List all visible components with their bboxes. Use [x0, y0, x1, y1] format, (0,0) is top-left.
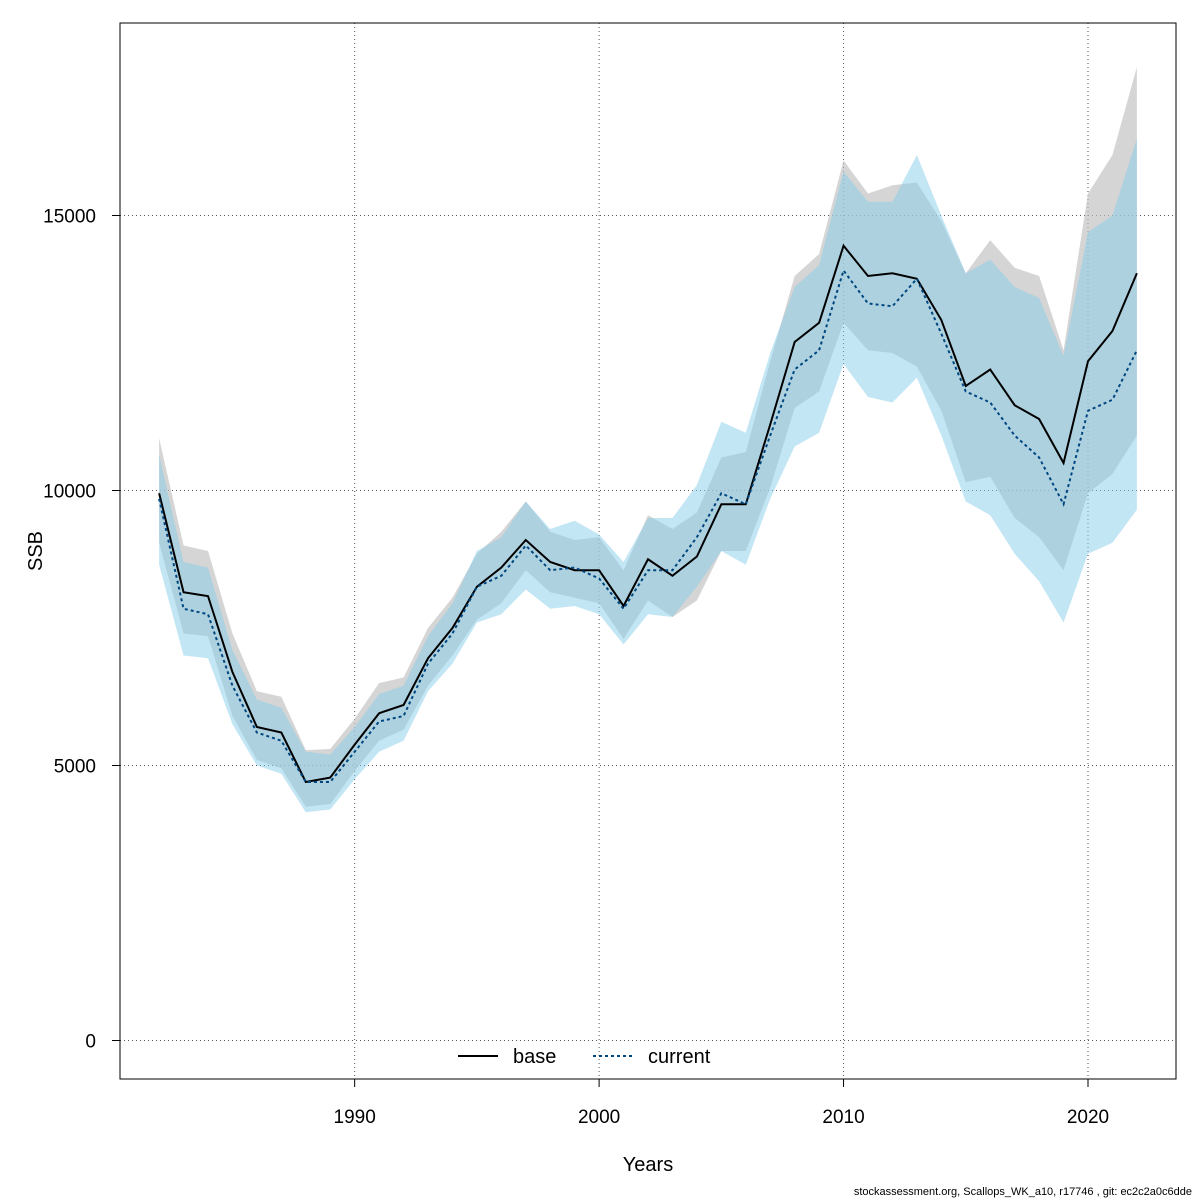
series-line-current: [158, 268, 1138, 783]
footer-credit: stockassessment.org, Scallops_WK_a10, r1…: [854, 1186, 1192, 1198]
x-axis-title: Years: [623, 1154, 673, 1176]
band-current: [159, 138, 1137, 813]
x-tick-label-2020: 2020: [1067, 1107, 1109, 1128]
y-tick-label-15000: 15000: [43, 207, 96, 228]
plot-frame: [119, 22, 1177, 1080]
x-tick-label-2000: 2000: [578, 1107, 620, 1128]
series-lines: [158, 243, 1138, 784]
y-tick-label-0: 0: [85, 1032, 96, 1053]
axes: 1990 2000 2010 2020 0 5000 10000 15000: [43, 207, 1109, 1129]
y-tick-label-10000: 10000: [43, 482, 96, 503]
y-tick-label-5000: 5000: [54, 757, 96, 778]
series-line-base: [158, 243, 1138, 784]
x-tick-label-2010: 2010: [822, 1107, 864, 1128]
x-tick-label-1990: 1990: [334, 1107, 376, 1128]
legend-label-base: base: [513, 1046, 556, 1068]
legend: base current: [458, 1046, 711, 1068]
legend-label-current: current: [648, 1046, 711, 1068]
confidence-bands: [159, 67, 1137, 813]
y-axis-title: SSB: [25, 531, 47, 571]
